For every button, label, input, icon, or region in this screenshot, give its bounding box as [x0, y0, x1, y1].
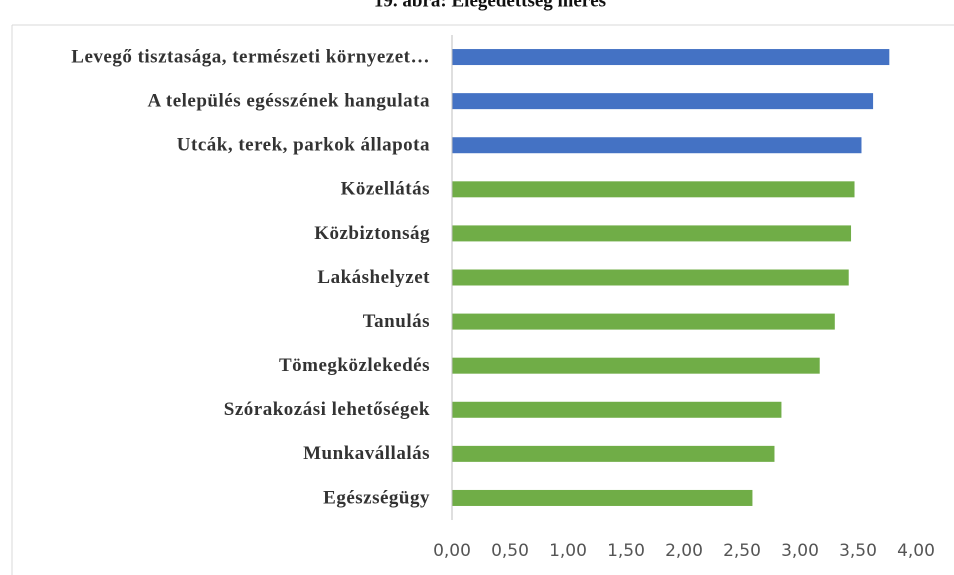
x-tick-label: 3,00 [781, 541, 819, 561]
y-tick-label: Munkavállalás [303, 443, 430, 464]
x-tick-label: 0,00 [433, 541, 471, 561]
bar [452, 225, 852, 242]
bar [452, 137, 862, 154]
bar [452, 445, 775, 462]
chart-title: 19. ábra: Elégedettség mérés [374, 0, 606, 11]
bar [452, 401, 782, 418]
bar [452, 313, 835, 330]
y-tick-label: A település egésszének hangulata [147, 90, 430, 111]
x-tick-label: 2,00 [665, 541, 703, 561]
bar [452, 49, 890, 66]
y-tick-label: Szórakozási lehetőségek [224, 399, 430, 420]
x-tick-label: 3,50 [839, 541, 877, 561]
bar [452, 489, 753, 506]
x-tick-label: 2,50 [723, 541, 761, 561]
x-tick-label: 4,00 [897, 541, 935, 561]
x-tick-label: 1,00 [549, 541, 587, 561]
bar [452, 269, 849, 286]
y-tick-label: Tömegközlekedés [279, 355, 430, 376]
y-tick-label: Lakáshelyzet [317, 267, 430, 288]
y-tick-label: Tanulás [363, 311, 430, 332]
bar [452, 181, 855, 198]
y-tick-label: Közellátás [341, 179, 430, 200]
y-tick-label: Utcák, terek, parkok állapota [177, 135, 430, 156]
y-tick-label: Egészségügy [323, 487, 430, 508]
x-tick-label: 1,50 [607, 541, 645, 561]
y-tick-label: Közbiztonság [314, 223, 430, 244]
bar [452, 93, 874, 110]
x-tick-label: 0,50 [491, 541, 529, 561]
bar [452, 357, 820, 374]
y-tick-label: Levegő tisztasága, természeti környezet… [71, 46, 430, 67]
